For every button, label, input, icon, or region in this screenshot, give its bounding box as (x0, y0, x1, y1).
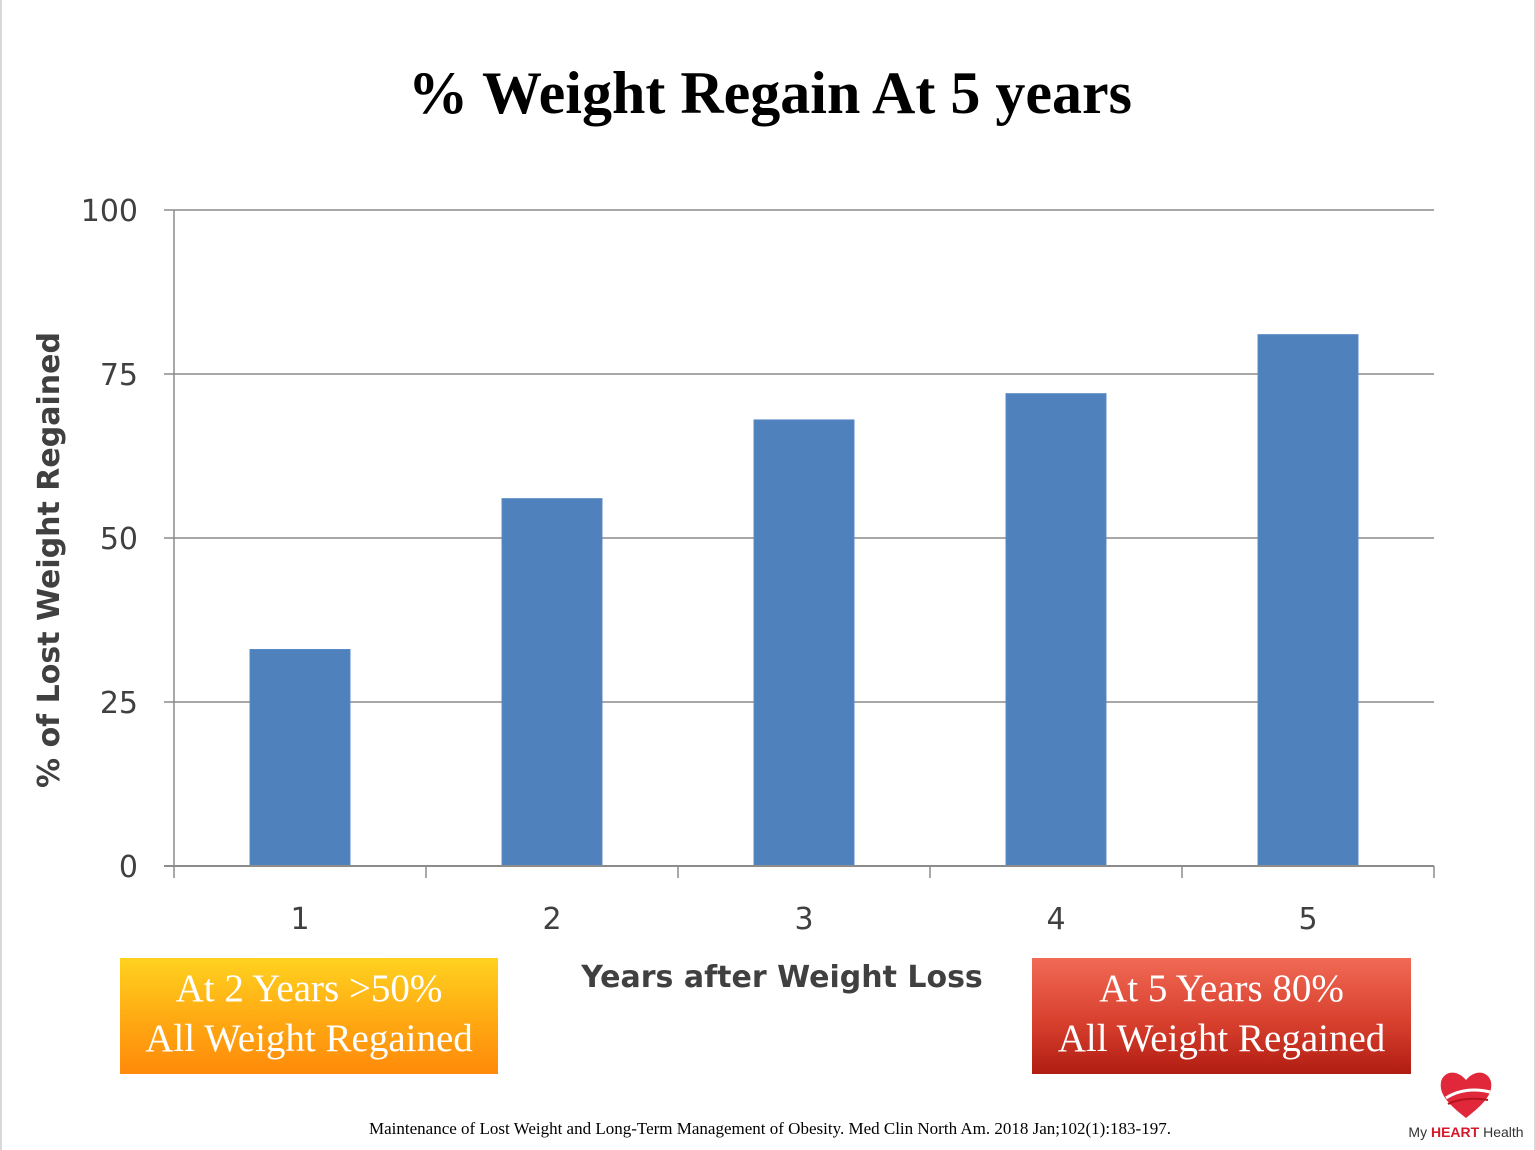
callout-five-years-line1: At 5 Years 80% (1099, 967, 1344, 1010)
callout-five-years-line2: All Weight Regained (1057, 1017, 1386, 1060)
my-heart-health-logo: My HEART Health (1400, 1068, 1532, 1144)
logo-suffix: Health (1479, 1124, 1524, 1140)
bar-1 (249, 649, 351, 867)
bar-3 (753, 419, 855, 867)
bar-2 (501, 498, 603, 867)
callout-two-years: At 2 Years >50% All Weight Regained (120, 958, 498, 1074)
y-tick-label-75: 75 (100, 358, 138, 393)
y-axis-title: % of Lost Weight Regained (32, 332, 67, 788)
bar-5 (1257, 334, 1359, 867)
x-tick-label-3: 3 (794, 902, 813, 937)
x-tick-label-5: 5 (1298, 902, 1317, 937)
x-tick-label-4: 4 (1046, 902, 1065, 937)
logo-prefix: My (1408, 1124, 1431, 1140)
logo-brand: HEART (1430, 1124, 1480, 1140)
y-tick-label-50: 50 (100, 522, 138, 557)
bar-4 (1005, 393, 1107, 867)
x-tick-label-2: 2 (542, 902, 561, 937)
y-tick-label-0: 0 (119, 850, 138, 885)
heart-icon (1440, 1072, 1492, 1118)
y-tick-label-25: 25 (100, 686, 138, 721)
x-tick-label-1: 1 (290, 902, 309, 937)
callout-two-years-line1: At 2 Years >50% (175, 967, 443, 1010)
callout-five-years: At 5 Years 80% All Weight Regained (1032, 958, 1411, 1074)
logo-text: My HEART Health (1400, 1124, 1532, 1140)
x-axis-title: Years after Weight Loss (580, 960, 983, 995)
citation: Maintenance of Lost Weight and Long-Term… (369, 1119, 1171, 1138)
y-tick-label-100: 100 (81, 194, 138, 229)
callout-two-years-line2: All Weight Regained (145, 1017, 473, 1060)
page-title: % Weight Regain At 5 years (408, 60, 1132, 126)
